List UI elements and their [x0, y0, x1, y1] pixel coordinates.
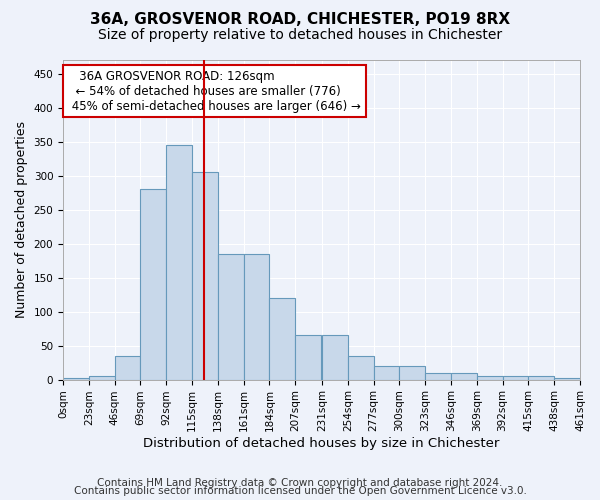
Bar [529, 376, 554, 380]
Bar [192, 172, 218, 380]
Bar [477, 376, 503, 380]
Bar [425, 373, 451, 380]
Bar [115, 356, 140, 380]
Bar [218, 254, 244, 380]
Bar [166, 145, 192, 380]
Bar [63, 378, 89, 380]
Bar [244, 254, 269, 380]
Bar [295, 336, 321, 380]
Text: Contains HM Land Registry data © Crown copyright and database right 2024.: Contains HM Land Registry data © Crown c… [97, 478, 503, 488]
Bar [348, 356, 374, 380]
Bar [140, 189, 166, 380]
Text: Contains public sector information licensed under the Open Government Licence v3: Contains public sector information licen… [74, 486, 526, 496]
Bar [451, 373, 477, 380]
Bar [554, 378, 580, 380]
Y-axis label: Number of detached properties: Number of detached properties [15, 122, 28, 318]
Bar [269, 298, 295, 380]
Text: Size of property relative to detached houses in Chichester: Size of property relative to detached ho… [98, 28, 502, 42]
Text: 36A, GROSVENOR ROAD, CHICHESTER, PO19 8RX: 36A, GROSVENOR ROAD, CHICHESTER, PO19 8R… [90, 12, 510, 28]
Bar [374, 366, 400, 380]
Bar [322, 336, 348, 380]
Bar [503, 376, 529, 380]
Bar [89, 376, 115, 380]
X-axis label: Distribution of detached houses by size in Chichester: Distribution of detached houses by size … [143, 437, 500, 450]
Bar [400, 366, 425, 380]
Text: 36A GROSVENOR ROAD: 126sqm
  ← 54% of detached houses are smaller (776)
 45% of : 36A GROSVENOR ROAD: 126sqm ← 54% of deta… [68, 70, 361, 112]
